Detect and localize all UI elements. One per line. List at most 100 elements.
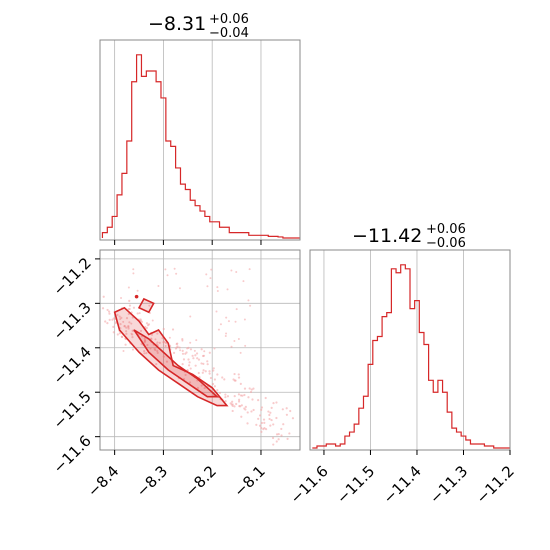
sample-point bbox=[156, 351, 159, 354]
sample-point bbox=[202, 369, 205, 372]
sample-point bbox=[168, 336, 171, 339]
sample-point bbox=[143, 352, 146, 355]
sample-point bbox=[119, 318, 122, 321]
sample-point bbox=[124, 343, 127, 346]
panel-frame-scatter bbox=[99, 249, 301, 451]
sample-point bbox=[158, 341, 161, 344]
sample-point bbox=[149, 347, 152, 350]
sample-point bbox=[196, 357, 199, 360]
sample-point bbox=[231, 409, 234, 413]
sample-point bbox=[257, 399, 260, 402]
sample-point bbox=[114, 322, 117, 325]
sample-point bbox=[216, 373, 219, 376]
title-x-lower: −0.04 bbox=[209, 26, 249, 41]
sample-point bbox=[244, 344, 247, 347]
sample-point bbox=[151, 319, 154, 322]
sample-point bbox=[242, 280, 245, 283]
sample-point bbox=[237, 398, 241, 401]
sample-point bbox=[173, 267, 176, 270]
sample-point bbox=[268, 413, 271, 417]
sample-point bbox=[127, 312, 130, 316]
sample-point bbox=[138, 312, 141, 315]
sample-point bbox=[120, 297, 123, 300]
sample-point bbox=[230, 345, 233, 348]
sample-point bbox=[237, 373, 240, 376]
sample-point bbox=[270, 406, 273, 409]
sample-point bbox=[181, 362, 184, 366]
sample-point bbox=[233, 339, 236, 342]
sample-point bbox=[146, 343, 149, 347]
sample-point bbox=[148, 304, 151, 307]
sample-point bbox=[203, 386, 206, 390]
sample-point bbox=[237, 400, 241, 403]
sample-point bbox=[260, 421, 264, 425]
sample-point bbox=[181, 338, 184, 341]
sample-point bbox=[203, 350, 206, 353]
panel-scatter: −8.4 −8.3 −8.2 −8.1 −11.2−11.3−11.4−11.5−11.… bbox=[50, 249, 301, 501]
sample-point bbox=[233, 372, 236, 376]
sample-point bbox=[269, 424, 272, 427]
sample-point bbox=[108, 312, 111, 315]
sample-point bbox=[213, 385, 216, 388]
contour-point bbox=[134, 294, 139, 299]
sample-point bbox=[194, 364, 197, 367]
sample-point bbox=[182, 358, 186, 361]
tick-label-y: −11.4 bbox=[50, 343, 95, 388]
sample-point bbox=[156, 341, 159, 344]
sample-point bbox=[243, 387, 247, 390]
sample-point bbox=[223, 378, 226, 381]
sample-point bbox=[233, 405, 236, 408]
sample-point bbox=[165, 360, 169, 363]
sample-point bbox=[206, 363, 209, 366]
sample-point bbox=[208, 370, 211, 373]
sample-point bbox=[128, 304, 132, 307]
sample-point bbox=[186, 347, 189, 350]
sample-point bbox=[102, 295, 105, 298]
tick-label-y: −11.5 bbox=[50, 387, 95, 432]
sample-point bbox=[130, 322, 133, 325]
tick-label-x: −11.6 bbox=[287, 462, 332, 507]
sample-point bbox=[200, 384, 203, 387]
sample-point bbox=[208, 372, 211, 375]
sample-point bbox=[270, 418, 273, 422]
sample-point bbox=[122, 320, 125, 323]
tick-label-y: −11.2 bbox=[50, 254, 95, 299]
sample-point bbox=[250, 388, 253, 391]
title-x-upper: +0.06 bbox=[209, 12, 249, 27]
sample-point bbox=[106, 308, 109, 312]
sample-point bbox=[237, 393, 241, 396]
sample-point bbox=[208, 351, 211, 354]
sample-point bbox=[108, 318, 111, 321]
sample-point bbox=[268, 417, 271, 421]
tick-label-x: −11.4 bbox=[380, 462, 425, 507]
sample-point bbox=[235, 402, 238, 406]
tick-label-x: −8.2 bbox=[182, 462, 220, 500]
sample-point bbox=[154, 338, 157, 341]
sample-point bbox=[184, 352, 187, 355]
sample-point bbox=[139, 329, 143, 333]
sample-point bbox=[247, 396, 250, 399]
sample-point bbox=[143, 339, 147, 342]
sample-point bbox=[257, 417, 260, 420]
sample-point bbox=[291, 417, 295, 420]
sample-point bbox=[288, 432, 291, 435]
sample-point bbox=[172, 351, 176, 354]
sample-point bbox=[127, 324, 130, 328]
sample-point bbox=[181, 352, 185, 355]
sample-point bbox=[213, 378, 217, 381]
sample-point bbox=[116, 313, 119, 316]
sample-point bbox=[267, 410, 270, 413]
sample-point bbox=[211, 382, 215, 386]
sample-point bbox=[127, 327, 130, 330]
sample-point bbox=[192, 357, 195, 360]
sample-point bbox=[116, 333, 119, 336]
sample-point bbox=[248, 387, 251, 390]
sample-point bbox=[280, 434, 283, 437]
sample-point bbox=[112, 325, 115, 328]
sample-point bbox=[200, 362, 203, 365]
panel-hist-right: −11.6 −11.5 −11.4 −11.3 −11.2 −11.42 +0.06 −… bbox=[287, 222, 518, 507]
sample-point bbox=[151, 333, 154, 336]
sample-point bbox=[275, 440, 278, 443]
sample-point bbox=[178, 287, 181, 290]
